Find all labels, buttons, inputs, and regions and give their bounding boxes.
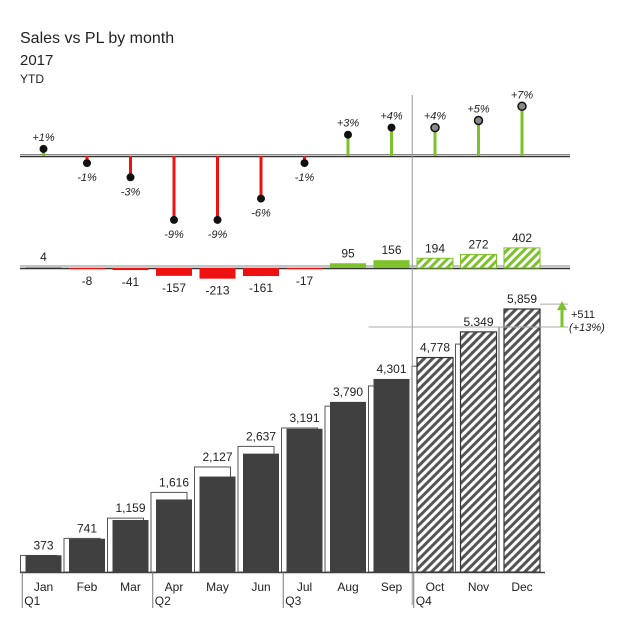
abs-variance-label: -41 (122, 275, 140, 289)
bar-value-label: 4,301 (376, 362, 406, 376)
actual-bar (112, 519, 149, 572)
actual-bar (243, 453, 279, 572)
forecast-bar (416, 356, 454, 573)
abs-variance-label: -213 (205, 284, 229, 298)
quarter-label: Q2 (155, 594, 171, 608)
percent-variance-panel: +1% -1% -3% -9% -9% -6% -1% +3% +4% +4% +5% +7% (20, 89, 570, 241)
month-tick-label: Nov (468, 580, 489, 594)
bar-value-label: 3,191 (289, 411, 319, 425)
bar-value-label: 2,637 (246, 429, 276, 443)
pct-variance-label: +4% (380, 111, 403, 123)
total-variance-label: +511 (571, 309, 595, 321)
abs-variance-label: 272 (468, 237, 488, 251)
abs-variance-bar (199, 268, 236, 279)
actual-bar (156, 499, 192, 572)
abs-variance-label: -161 (249, 281, 273, 295)
pct-variance-dot (387, 123, 396, 132)
abs-variance-bar (156, 268, 192, 276)
month-tick-label: Jun (251, 580, 270, 594)
quarter-label: Q1 (24, 594, 40, 608)
pct-variance-label: +5% (467, 104, 490, 116)
pct-variance-dot (39, 144, 48, 153)
month-tick-label: May (206, 580, 229, 594)
actual-bar (25, 555, 62, 572)
month-tick-label: Sep (381, 580, 403, 594)
month-tick-label: Aug (337, 580, 358, 594)
month-tick-label: Apr (165, 580, 184, 594)
main-bar-panel: 373 741 1,159 1,616 2,127 2,637 3,191 3,790 4,30… (20, 95, 605, 605)
chart-subtitle-year: 2017 (20, 52, 54, 69)
pct-variance-dot (83, 159, 91, 168)
actual-bar (330, 401, 366, 572)
bar-value-label: 3,790 (333, 385, 363, 399)
abs-variance-bar (330, 263, 366, 268)
total-variance-pct-label: (+13%) (569, 322, 605, 334)
month-tick-label: Mar (120, 580, 141, 594)
abs-variance-bar (112, 268, 149, 271)
abs-variance-bar (25, 267, 62, 268)
pct-variance-dot (517, 101, 527, 112)
bar-value-label: 1,616 (159, 475, 189, 489)
bar-value-label: 5,349 (463, 315, 493, 329)
actual-bar (199, 476, 236, 572)
abs-variance-bar (373, 260, 410, 268)
pct-variance-label: -1% (295, 172, 315, 184)
pct-variance-label: -9% (208, 229, 228, 241)
abs-variance-label: 4 (40, 250, 47, 264)
abs-variance-bar (69, 268, 105, 269)
total-variance-arrow (557, 301, 567, 311)
pct-variance-dot (430, 122, 440, 133)
abs-variance-bar (416, 257, 454, 269)
abs-variance-label: -17 (296, 274, 314, 288)
month-tick-label: Feb (77, 580, 98, 594)
actual-bar (69, 538, 105, 572)
pct-variance-label: +3% (337, 118, 360, 130)
abs-variance-label: 156 (381, 243, 401, 257)
pct-variance-dot (126, 173, 135, 182)
forecast-bar (459, 331, 498, 573)
absolute-variance-panel: 4 -8 -41 -157 -213 -161 -17 95 156 194 272 402 (20, 231, 570, 298)
bar-value-label: 373 (33, 538, 53, 552)
category-axis: Jan Feb Mar Apr May Jun Jul Aug Sep Oct Nov Dec Q1 Q2… (20, 571, 545, 608)
bar-value-label: 5,859 (507, 292, 537, 306)
actual-bar (286, 428, 323, 572)
pct-variance-dot (300, 159, 309, 168)
pct-variance-label: +7% (511, 89, 534, 101)
pct-variance-label: -9% (164, 229, 184, 241)
pct-variance-dot (257, 194, 265, 203)
forecast-bar (503, 308, 541, 573)
pct-variance-dot (213, 215, 222, 224)
abs-variance-label: 95 (341, 246, 355, 260)
abs-variance-bar (243, 268, 279, 277)
chart-subtitle-period: YTD (20, 72, 44, 86)
month-tick-label: Jul (297, 580, 312, 594)
month-tick-label: Oct (426, 580, 445, 594)
pct-variance-label: -3% (121, 186, 141, 198)
abs-variance-label: -8 (82, 274, 93, 288)
pct-variance-label: +1% (32, 132, 55, 144)
abs-variance-bar (286, 268, 323, 269)
abs-variance-label: 194 (425, 241, 445, 255)
actual-bar (373, 378, 410, 572)
quarter-label: Q4 (416, 594, 432, 608)
pct-variance-dot (170, 215, 178, 224)
pct-variance-dot (473, 115, 484, 126)
bar-value-label: 1,159 (115, 501, 145, 515)
pct-variance-label: +4% (424, 111, 447, 123)
bar-value-label: 4,778 (420, 341, 450, 355)
abs-variance-label: -157 (162, 281, 186, 295)
month-tick-label: Dec (511, 580, 532, 594)
pct-variance-label: -1% (77, 172, 97, 184)
pct-variance-label: -6% (251, 208, 271, 220)
bar-value-label: 2,127 (202, 450, 232, 464)
bar-value-label: 741 (77, 521, 97, 535)
abs-variance-bar (503, 247, 541, 269)
pct-variance-dot (344, 130, 352, 139)
month-tick-label: Jan (34, 580, 53, 594)
quarter-label: Q3 (285, 594, 301, 608)
abs-variance-label: 402 (512, 231, 532, 245)
chart-title: Sales vs PL by month (20, 30, 175, 47)
abs-variance-bar (460, 253, 497, 269)
